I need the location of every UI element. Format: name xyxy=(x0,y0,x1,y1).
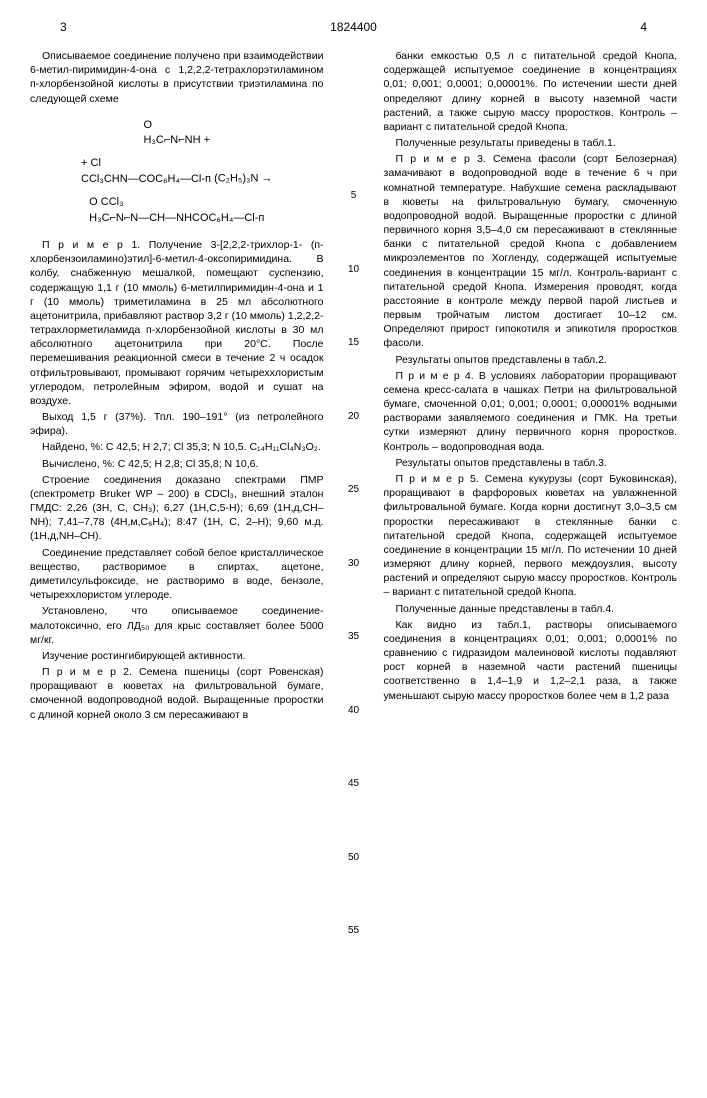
line-num: 45 xyxy=(344,777,364,791)
chem-block-1: O H₃C⌐N⌐NH + xyxy=(143,118,210,149)
para-example-3: П р и м е р 3. Семена фасоли (сорт Белоз… xyxy=(384,152,678,350)
para: Вычислено, %: С 42,5; Н 2,8; Cl 35,8; N … xyxy=(30,457,324,471)
page-header: 3 1824400 4 xyxy=(30,20,677,34)
para: Соединение представляет собой белое крис… xyxy=(30,546,324,603)
chem-line: CCl₃CHN—COC₆H₄—Cl-п xyxy=(81,172,211,187)
line-numbers: 5 10 15 20 25 30 35 40 45 50 55 xyxy=(344,49,364,1078)
right-column: банки емкостью 0,5 л с питательной средо… xyxy=(384,49,678,1078)
chem-block-3: O CCl₃ H₃C⌐N⌐N—CH—NHCOC₆H₄—Cl-п xyxy=(89,195,264,226)
para: Выход 1,5 г (37%). Тпл. 190–191° (из пет… xyxy=(30,410,324,438)
doc-number: 1824400 xyxy=(330,20,377,34)
para: банки емкостью 0,5 л с питательной средо… xyxy=(384,49,678,134)
chem-line: O xyxy=(143,118,210,133)
para: Как видно из табл.1, растворы описываемо… xyxy=(384,618,678,703)
para: Результаты опытов представлены в табл.3. xyxy=(384,456,678,470)
para: Результаты опытов представлены в табл.2. xyxy=(384,353,678,367)
line-num: 40 xyxy=(344,704,364,718)
line-num: 55 xyxy=(344,924,364,938)
para: Изучение ростингибирующей активности. xyxy=(30,649,324,663)
chem-line: + Cl xyxy=(81,156,211,171)
left-page-num: 3 xyxy=(60,20,67,34)
chem-arrow: (C₂H₅)₃N → xyxy=(214,173,272,185)
para-example-2: П р и м е р 2. Семена пшеницы (сорт Рове… xyxy=(30,665,324,722)
para-example-4: П р и м е р 4. В условиях лаборатории пр… xyxy=(384,369,678,454)
line-num: 30 xyxy=(344,557,364,571)
line-num: 50 xyxy=(344,851,364,865)
line-num: 35 xyxy=(344,630,364,644)
para: Строение соединения доказано спектрами П… xyxy=(30,473,324,544)
line-num: 15 xyxy=(344,336,364,350)
chem-line: H₃C⌐N⌐N—CH—NHCOC₆H₄—Cl-п xyxy=(89,211,264,226)
line-num: 10 xyxy=(344,263,364,277)
para: Найдено, %: С 42,5; Н 2,7; Cl 35,3; N 10… xyxy=(30,440,324,454)
chem-line: O CCl₃ xyxy=(89,195,264,210)
para: Описываемое соединение получено при взаи… xyxy=(30,49,324,106)
left-column: Описываемое соединение получено при взаи… xyxy=(30,49,324,1078)
line-num: 25 xyxy=(344,483,364,497)
para: Полученные результаты приведены в табл.1… xyxy=(384,136,678,150)
content-columns: Описываемое соединение получено при взаи… xyxy=(30,49,677,1078)
chemical-scheme: O H₃C⌐N⌐NH + + Cl CCl₃CHN—COC₆H₄—Cl-п (C… xyxy=(30,114,324,230)
para-example-5: П р и м е р 5. Семена кукурузы (сорт Бук… xyxy=(384,472,678,600)
para: Полученные данные представлены в табл.4. xyxy=(384,602,678,616)
chem-line: H₃C⌐N⌐NH + xyxy=(143,133,210,148)
line-num: 20 xyxy=(344,410,364,424)
para-example-1: П р и м е р 1. Получение 3-[2,2,2-трихло… xyxy=(30,238,324,408)
right-page-num: 4 xyxy=(640,20,647,34)
chem-block-2: + Cl CCl₃CHN—COC₆H₄—Cl-п xyxy=(81,156,211,187)
line-num: 5 xyxy=(344,189,364,203)
para: Установлено, что описываемое соединение-… xyxy=(30,604,324,647)
